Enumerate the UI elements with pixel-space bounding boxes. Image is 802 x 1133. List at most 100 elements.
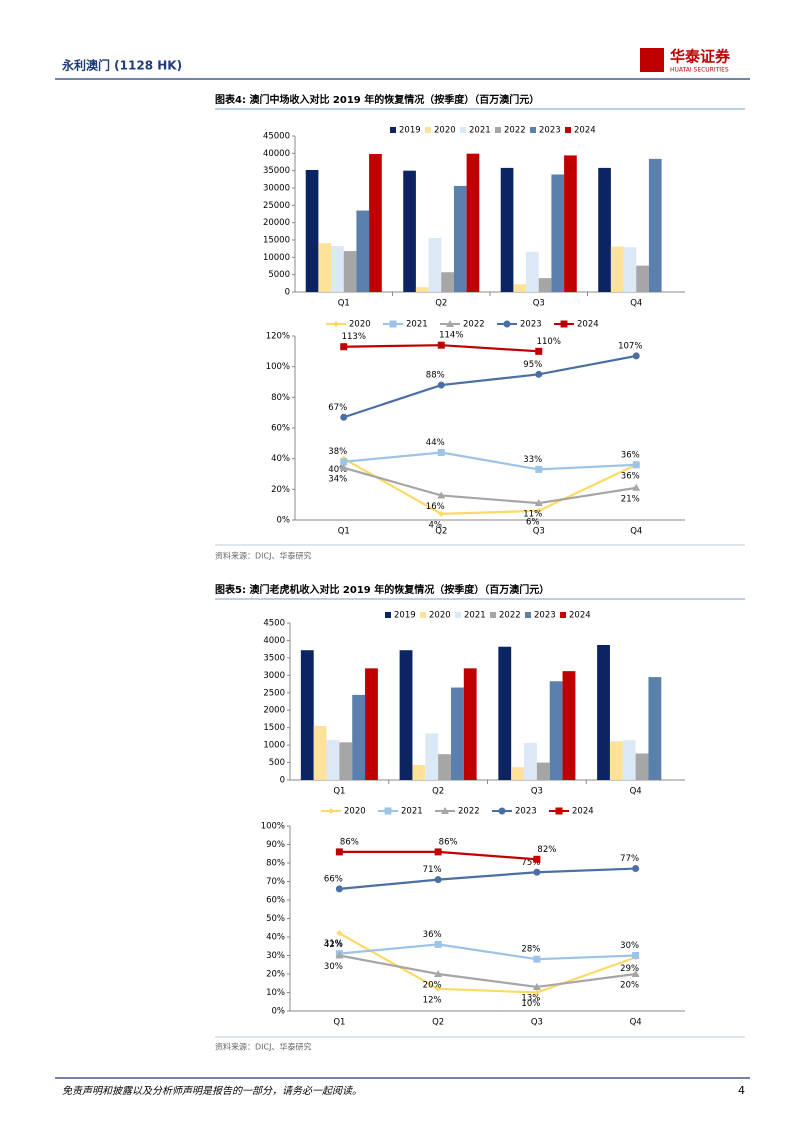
- line: [343, 466, 637, 505]
- data-label: 20%: [620, 981, 639, 991]
- marker: [560, 320, 568, 328]
- x-tick-label: Q3: [531, 787, 543, 797]
- legend-label: 2019: [394, 611, 416, 621]
- marker: [438, 510, 445, 517]
- bar: [513, 284, 527, 292]
- marker: [437, 381, 445, 389]
- marker: [498, 807, 506, 815]
- bar: [551, 174, 565, 292]
- x-tick-label: Q2: [432, 787, 444, 797]
- bar: [403, 170, 416, 292]
- data-label: 12%: [423, 995, 442, 1005]
- marker: [632, 952, 640, 959]
- figure-title: 图表4: 澳门中场收入对比 2019 年的恢复情况（按季度）（百万澳门元）: [215, 93, 539, 106]
- legend-label: 2024: [569, 611, 591, 621]
- y-tick-label: 10000: [263, 253, 290, 263]
- marker: [335, 885, 343, 893]
- line: [343, 354, 637, 419]
- legend-label: 2020: [429, 611, 451, 621]
- bar: [500, 167, 514, 292]
- bar: [326, 739, 340, 780]
- data-label: 6%: [526, 517, 540, 527]
- x-tick-label: Q1: [333, 1018, 345, 1028]
- y-tick-label: 100%: [261, 822, 285, 832]
- data-label: 77%: [620, 854, 639, 864]
- marker: [328, 808, 334, 814]
- legend-swatch: [385, 612, 391, 618]
- marker: [389, 320, 397, 328]
- bar: [450, 687, 464, 780]
- marker: [446, 320, 454, 327]
- x-tick-label: Q3: [533, 527, 545, 537]
- bar: [365, 668, 378, 780]
- y-tick-label: 2500: [263, 688, 285, 698]
- bar: [369, 154, 382, 292]
- x-tick-label: Q4: [630, 1018, 642, 1028]
- bar: [343, 251, 357, 292]
- marker: [335, 848, 343, 856]
- line: [343, 457, 637, 515]
- y-tick-label: 20%: [266, 970, 285, 980]
- data-label: 38%: [328, 447, 347, 457]
- legend-label: 2021: [469, 126, 491, 136]
- logo: 华泰证券: [670, 48, 731, 66]
- x-tick-label: Q4: [630, 299, 642, 309]
- x-tick-label: Q2: [435, 527, 447, 537]
- y-tick-label: 1000: [263, 741, 285, 751]
- bar: [526, 251, 539, 292]
- marker: [631, 970, 640, 977]
- y-tick-label: 80%: [271, 393, 290, 403]
- data-label: 44%: [426, 438, 445, 448]
- legend-swatch: [455, 612, 461, 618]
- x-tick-label: Q2: [432, 1018, 444, 1028]
- y-tick-label: 40%: [266, 933, 285, 943]
- legend-label: 2022: [458, 807, 480, 817]
- marker: [532, 982, 541, 990]
- legend-label: 2020: [434, 126, 456, 136]
- legend-swatch: [495, 127, 501, 133]
- legend-label: 2022: [504, 126, 526, 136]
- marker: [437, 449, 445, 457]
- y-tick-label: 60%: [266, 896, 285, 906]
- x-tick-label: Q4: [630, 527, 642, 537]
- bar: [609, 741, 623, 780]
- data-label: 88%: [426, 371, 445, 381]
- bar: [610, 246, 624, 292]
- marker: [340, 413, 348, 421]
- marker: [533, 955, 541, 963]
- data-label: 10%: [521, 999, 540, 1009]
- y-tick-label: 2000: [263, 706, 285, 716]
- y-tick-label: 0%: [272, 1007, 286, 1017]
- y-tick-label: 30%: [266, 951, 285, 961]
- data-label: 29%: [620, 964, 639, 974]
- bar: [399, 650, 413, 780]
- bar: [466, 153, 480, 292]
- x-tick-label: Q1: [338, 527, 350, 537]
- data-label: 86%: [439, 837, 458, 847]
- legend-label: 2023: [539, 126, 561, 136]
- legend-label: 2024: [577, 320, 599, 330]
- line: [339, 867, 636, 890]
- legend-label: 2023: [534, 611, 556, 621]
- bar: [622, 740, 636, 780]
- bar: [415, 287, 429, 292]
- x-tick-label: Q1: [338, 299, 350, 309]
- legend-label: 2021: [464, 611, 486, 621]
- legend-swatch: [525, 612, 531, 618]
- bar: [538, 278, 552, 292]
- bar: [331, 245, 344, 292]
- x-tick-label: Q3: [533, 299, 545, 309]
- marker: [437, 341, 445, 349]
- legend-swatch: [565, 127, 571, 133]
- legend-label: 2021: [401, 807, 423, 817]
- marker: [335, 951, 344, 959]
- legend-label: 2022: [463, 320, 485, 330]
- data-label: 40%: [328, 465, 347, 475]
- marker: [503, 320, 511, 328]
- y-tick-label: 100%: [266, 362, 290, 372]
- data-label: 66%: [324, 874, 343, 884]
- y-tick-label: 60%: [271, 424, 290, 434]
- bar: [412, 764, 426, 780]
- bar: [635, 753, 649, 780]
- marker: [533, 855, 541, 863]
